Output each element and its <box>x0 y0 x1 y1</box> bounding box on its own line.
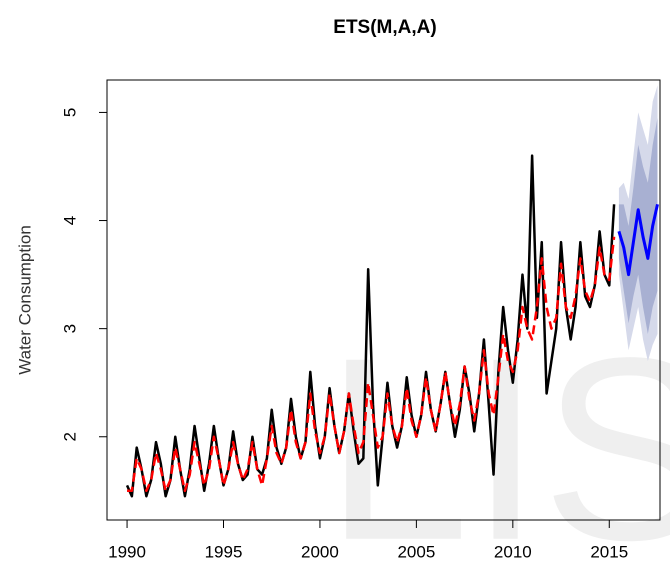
plot-frame <box>106 79 661 521</box>
series-line <box>617 203 659 277</box>
y-tick-label: 2 <box>60 432 79 441</box>
series-line <box>127 236 616 493</box>
x-tick-label: 2015 <box>590 542 628 561</box>
x-tick-label: 1990 <box>108 542 146 561</box>
x-tick-label: 1995 <box>205 542 243 561</box>
y-tick-label: 3 <box>60 324 79 333</box>
x-tick-label: 2005 <box>397 542 435 561</box>
x-tick-label: 2000 <box>301 542 339 561</box>
chart-title: ETS(M,A,A) <box>333 17 436 38</box>
y-tick-label: 4 <box>60 216 79 225</box>
y-axis-label: Water Consumption <box>15 225 34 375</box>
x-tick-label: 2010 <box>494 542 532 561</box>
prediction-band <box>618 117 658 335</box>
y-tick-label: 5 <box>60 108 79 117</box>
